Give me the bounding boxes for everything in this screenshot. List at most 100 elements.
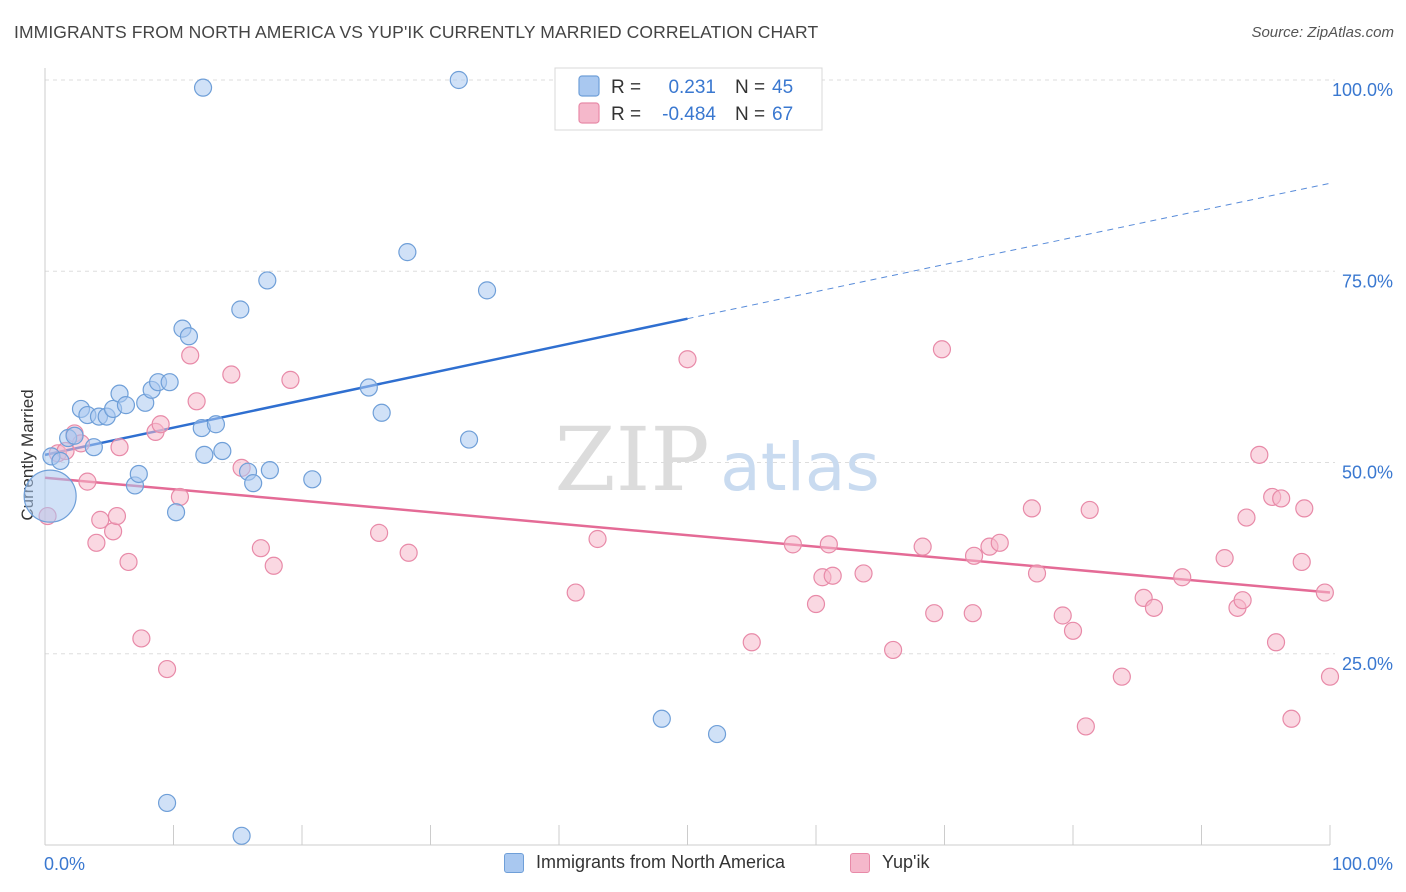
legend-n-value: 45: [772, 77, 793, 98]
tick-labels: 25.0% 50.0% 75.0% 100.0% 0.0% 100.0%: [44, 80, 1393, 874]
point-immigrants: [232, 826, 251, 845]
legend-top-swatch: [578, 102, 600, 124]
legend-bottom: Immigrants from North America Yup'ik: [0, 852, 1406, 878]
legend-n-label: N =: [735, 104, 765, 125]
point-yupik: [1272, 489, 1291, 508]
legend-n-value: 67: [772, 104, 793, 125]
point-immigrants: [372, 403, 391, 422]
legend-label-immigrants: Immigrants from North America: [536, 852, 786, 872]
point-immigrants: [157, 793, 177, 813]
point-yupik: [1237, 508, 1256, 527]
point-immigrants: [84, 438, 103, 457]
point-yupik: [806, 594, 826, 614]
point-yupik: [1076, 717, 1095, 736]
trend-lines: [44, 182, 1331, 594]
legend-top-swatch: [578, 75, 600, 97]
legend-r-value: 0.231: [668, 77, 716, 98]
point-yupik: [1295, 499, 1314, 518]
point-yupik: [1320, 667, 1340, 686]
point-immigrants: [129, 464, 148, 484]
y-tick-label: 50.0%: [1342, 463, 1393, 483]
y-tick-label: 100.0%: [1332, 80, 1393, 100]
point-yupik: [104, 522, 123, 541]
legend-n-label: N =: [735, 77, 765, 98]
watermark-atlas: atlas: [720, 429, 880, 506]
point-immigrants: [707, 724, 727, 744]
point-yupik: [678, 350, 697, 369]
point-yupik: [1315, 583, 1334, 602]
point-yupik: [1173, 568, 1192, 587]
point-yupik: [742, 633, 761, 652]
point-yupik: [854, 564, 873, 583]
point-yupik: [1063, 621, 1083, 640]
legend-r-label: R =: [611, 104, 641, 125]
point-immigrants: [213, 441, 232, 461]
watermark-zip: ZIP: [554, 408, 709, 511]
point-immigrants: [206, 415, 226, 434]
legend-swatch-blue: [504, 852, 524, 873]
point-yupik: [132, 629, 151, 648]
point-yupik: [913, 537, 932, 556]
point-immigrants: [303, 470, 322, 489]
point-yupik: [963, 604, 982, 623]
point-yupik: [151, 415, 170, 434]
point-yupik: [1266, 633, 1286, 652]
point-yupik: [87, 533, 106, 552]
point-immigrants: [116, 396, 136, 415]
x-tick-label: 100.0%: [1332, 854, 1393, 874]
point-immigrants: [231, 300, 250, 319]
point-yupik: [1233, 591, 1252, 610]
point-yupik: [990, 533, 1009, 552]
y-tick-label: 75.0%: [1342, 271, 1393, 291]
point-yupik: [110, 438, 129, 457]
source-label: Source: ZipAtlas.com: [1251, 24, 1394, 41]
point-yupik: [1112, 667, 1131, 686]
point-yupik: [1282, 709, 1301, 728]
legend-r-value: -0.484: [662, 104, 716, 125]
point-yupik: [1080, 500, 1099, 520]
point-yupik: [588, 529, 607, 549]
point-yupik: [964, 546, 984, 565]
point-yupik: [222, 365, 241, 384]
point-yupik: [170, 487, 190, 507]
point-yupik: [819, 535, 838, 554]
point-yupik: [883, 640, 903, 660]
chart-title: IMMIGRANTS FROM NORTH AMERICA VS YUP'IK …: [14, 22, 819, 42]
point-yupik: [1292, 552, 1311, 572]
point-yupik: [251, 539, 270, 558]
legend-item-yupik: Yup'ik: [850, 852, 929, 873]
point-immigrants: [359, 378, 378, 397]
point-immigrants: [449, 70, 468, 90]
trendline-yupik: [44, 476, 1331, 594]
point-yupik: [1215, 549, 1234, 568]
point-yupik: [181, 346, 200, 365]
point-immigrants: [160, 373, 179, 392]
point-immigrants: [195, 445, 214, 464]
legend-r-label: R =: [611, 77, 641, 98]
gridlines: [45, 79, 1335, 655]
point-yupik: [107, 506, 127, 526]
trendline-immigrants-extension: [687, 182, 1331, 320]
point-immigrants: [477, 281, 497, 300]
y-tick-label: 25.0%: [1342, 654, 1393, 674]
point-yupik: [399, 543, 418, 562]
point-yupik: [566, 583, 585, 602]
point-immigrants: [65, 426, 84, 445]
point-yupik: [281, 370, 300, 389]
point-yupik: [187, 392, 206, 411]
point-yupik: [925, 604, 944, 623]
point-immigrants: [260, 461, 279, 480]
point-immigrants: [23, 469, 77, 523]
point-immigrants: [459, 430, 479, 449]
point-yupik: [823, 566, 842, 585]
point-immigrants: [258, 271, 277, 290]
point-immigrants: [51, 451, 70, 471]
data-points: [23, 70, 1340, 845]
point-yupik: [119, 552, 138, 572]
point-yupik: [932, 340, 952, 359]
point-yupik: [157, 659, 177, 679]
legend-top: R = 0.231 N = 45 R = -0.484 N = 67: [554, 67, 823, 131]
point-immigrants: [166, 503, 186, 522]
point-yupik: [1027, 564, 1047, 583]
point-immigrants: [193, 78, 213, 97]
